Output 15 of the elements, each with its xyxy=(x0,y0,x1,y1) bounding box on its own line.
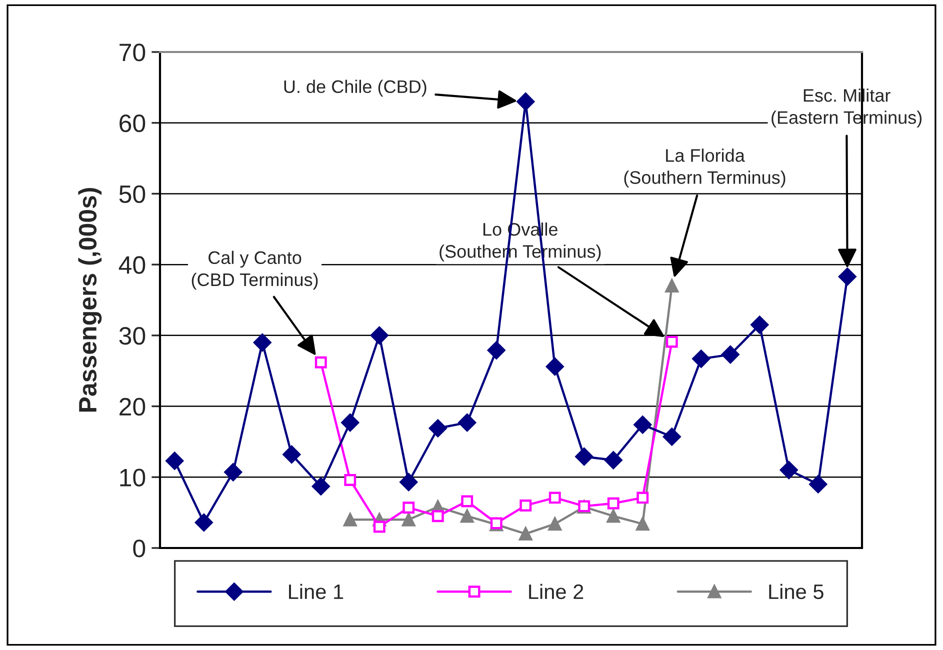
y-tick-label: 30 xyxy=(119,327,146,345)
annotation: Cal y Canto (CBD Terminus) xyxy=(192,250,318,290)
legend-label: Line 2 xyxy=(529,584,584,600)
y-tick-label: 10 xyxy=(120,468,146,486)
legend-label: Line 5 xyxy=(769,584,824,600)
y-tick-label: 0 xyxy=(133,540,146,558)
y-tick-label: 70 xyxy=(120,44,146,62)
y-axis-title: Passengers (,000s) xyxy=(78,188,102,412)
y-tick-label: 40 xyxy=(118,256,146,274)
annotation: U. de Chile (CBD) xyxy=(284,80,426,97)
y-tick-label: 50 xyxy=(119,185,146,204)
legend-label: Line 1 xyxy=(289,584,344,600)
annotation: La Florida (Southern Terminus) xyxy=(624,148,786,188)
y-tick-label: 20 xyxy=(120,398,146,416)
y-tick-label: 60 xyxy=(120,114,146,132)
